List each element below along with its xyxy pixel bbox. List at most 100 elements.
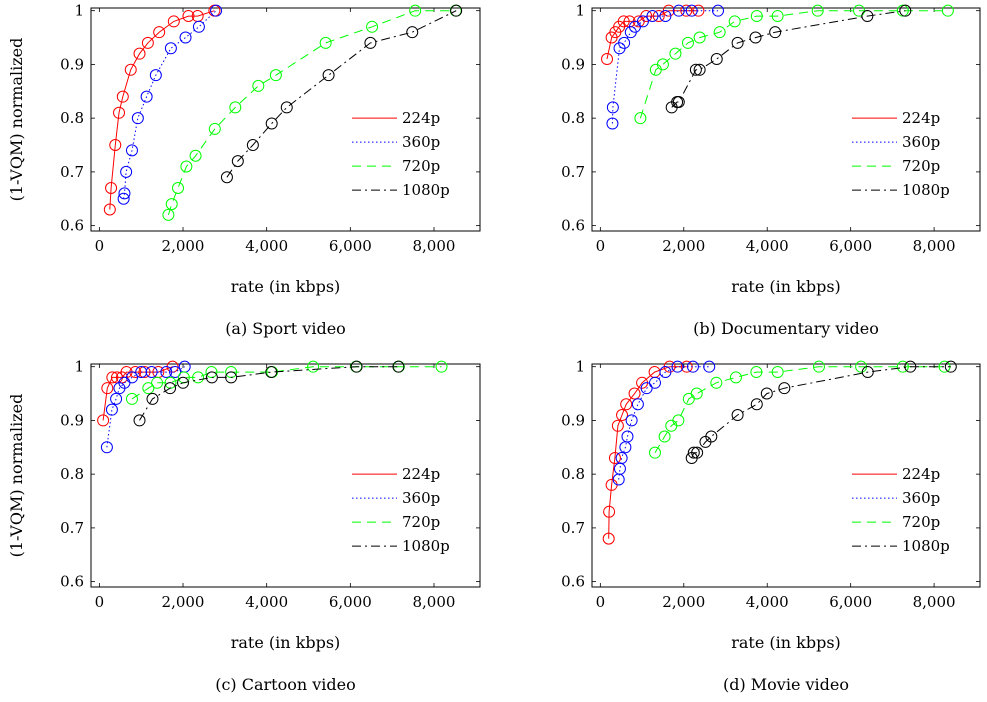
data-point (896, 4, 909, 17)
data-point (658, 430, 671, 443)
legend: 224p 360p 720p 1080p (352, 109, 450, 199)
y-axis-label: (1-VQM) normalized (7, 394, 26, 558)
data-point (125, 371, 138, 384)
data-point (246, 139, 259, 152)
series-360p (100, 360, 191, 454)
data-point (904, 360, 917, 373)
data-point (109, 139, 122, 152)
chart-panel-2: 0 2,000 4,000 6,000 8,000 0.6 0.7 0.8 0.9 1 rate (… (7, 358, 481, 694)
legend-label: 720p (902, 513, 940, 531)
series-line-1080p (671, 10, 906, 108)
data-point (944, 360, 957, 373)
data-point (731, 36, 744, 49)
data-point (750, 10, 763, 23)
series-360p (117, 4, 223, 205)
legend-label: 360p (402, 489, 440, 507)
series-line-1080p (226, 10, 457, 178)
data-point (601, 53, 614, 66)
legend-label: 224p (902, 465, 940, 483)
data-point (703, 360, 716, 373)
data-point (861, 366, 874, 379)
data-point (205, 366, 218, 379)
data-point (687, 446, 700, 459)
data-point (172, 182, 185, 195)
data-point (634, 112, 647, 125)
series-line-720p (639, 10, 948, 119)
series-line-720p (654, 366, 945, 453)
legend-label: 1080p (902, 181, 950, 199)
x-tick-label: 2,000 (162, 593, 205, 611)
data-point (117, 192, 130, 205)
x-axis-label: rate (in kbps) (731, 633, 841, 652)
data-point (205, 371, 218, 384)
series-360p (606, 4, 724, 130)
x-tick-label: 8,000 (913, 593, 956, 611)
data-point (656, 58, 669, 71)
legend-label: 1080p (902, 537, 950, 555)
x-tick-label: 2,000 (162, 237, 205, 255)
plot-frame (591, 363, 981, 588)
y-tick-label: 0.9 (60, 55, 84, 73)
data-point (750, 398, 763, 411)
data-point (350, 360, 363, 373)
legend-label: 224p (902, 109, 940, 127)
data-point (231, 155, 244, 168)
series-224p (103, 4, 221, 216)
y-tick-label: 0.8 (60, 109, 84, 127)
series-720p (648, 360, 951, 459)
y-tick-label: 1 (74, 358, 84, 376)
plot-frame (90, 363, 481, 588)
data-point (120, 165, 133, 178)
data-point (631, 398, 644, 411)
chart-panel-1: 0 2,000 4,000 6,000 8,000 0.6 0.7 0.8 0.9 1 rate (… (561, 2, 981, 338)
plot-frame (591, 7, 981, 232)
x-tick-label: 6,000 (329, 593, 372, 611)
series-line-360p (611, 10, 718, 124)
x-tick-label: 6,000 (329, 237, 372, 255)
x-tick-label: 0 (95, 593, 105, 611)
y-tick-label: 0.9 (60, 411, 84, 429)
series-360p (612, 360, 716, 486)
chart-caption: (c) Cartoon video (215, 675, 356, 694)
data-point (100, 441, 113, 454)
data-point (612, 473, 625, 486)
x-tick-label: 8,000 (413, 593, 456, 611)
x-tick-label: 0 (596, 593, 606, 611)
legend-label: 224p (402, 465, 440, 483)
data-point (162, 208, 175, 221)
legend-label: 360p (902, 133, 940, 151)
y-tick-label: 0.7 (561, 519, 585, 537)
data-point (705, 430, 718, 443)
data-point (711, 4, 724, 17)
data-point (103, 203, 116, 216)
data-point (105, 403, 118, 416)
x-tick-label: 4,000 (746, 237, 789, 255)
data-point (750, 366, 763, 379)
y-tick-label: 0.6 (60, 573, 84, 591)
data-point (160, 366, 173, 379)
data-point (778, 382, 791, 395)
x-tick-label: 8,000 (913, 237, 956, 255)
data-point (686, 360, 699, 373)
data-point (636, 15, 649, 28)
data-point (713, 26, 726, 39)
chart-caption: (a) Sport video (225, 319, 346, 338)
data-point (689, 63, 702, 76)
data-point (693, 63, 706, 76)
data-point (899, 4, 912, 17)
data-point (265, 117, 278, 130)
data-point (210, 4, 223, 17)
data-point (165, 198, 178, 211)
data-point (116, 90, 129, 103)
y-tick-label: 0.6 (561, 573, 585, 591)
chart-caption: (b) Documentary video (693, 319, 879, 338)
series-224p (97, 360, 179, 427)
data-point (681, 36, 694, 49)
series-720p (125, 360, 448, 405)
data-point (141, 36, 154, 49)
data-point (164, 42, 177, 55)
legend: 224p 360p 720p 1080p (852, 109, 950, 199)
data-point (672, 4, 685, 17)
y-tick-label: 0.9 (561, 411, 585, 429)
data-point (731, 409, 744, 422)
